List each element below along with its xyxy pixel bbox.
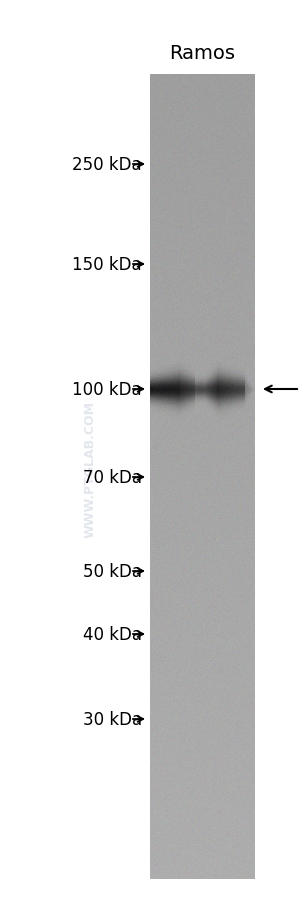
Text: WWW.PTGLAB.COM: WWW.PTGLAB.COM <box>83 400 97 538</box>
Text: 50 kDa: 50 kDa <box>83 562 142 580</box>
Text: 70 kDa: 70 kDa <box>83 468 142 486</box>
Text: 30 kDa: 30 kDa <box>83 710 142 728</box>
Text: Ramos: Ramos <box>169 44 236 63</box>
Text: 40 kDa: 40 kDa <box>83 625 142 643</box>
Text: 100 kDa: 100 kDa <box>72 381 142 399</box>
Text: 150 kDa: 150 kDa <box>72 255 142 273</box>
Text: 250 kDa: 250 kDa <box>72 156 142 174</box>
